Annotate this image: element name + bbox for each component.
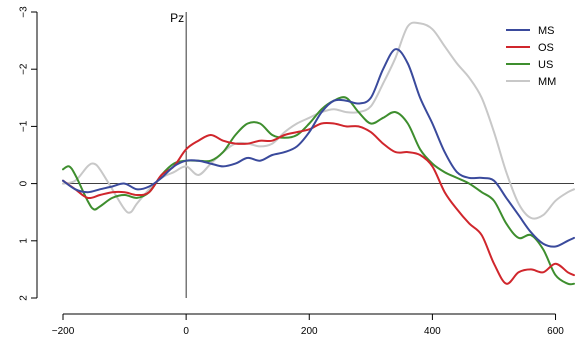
series-line-mm [62,21,575,220]
x-tick-label: 400 [424,326,441,337]
y-tick-label: −3 [19,6,30,18]
x-tick-label: −200 [52,326,75,337]
series-lines [62,21,575,286]
y-tick-label: 2 [19,295,30,301]
series-line-us [62,96,575,286]
x-tick-label: 200 [301,326,318,337]
series-line-ms [62,48,575,248]
reference-lines [63,12,574,298]
channel-label: Pz [170,11,184,25]
x-tick-label: 0 [183,326,189,337]
axes: −200 0 200 400 600 −3 −2 −1 0 1 2 [19,6,565,337]
x-tick-label: 600 [547,326,564,337]
legend-label: US [538,59,553,71]
legend-label: MS [538,25,555,37]
y-tick-label: −1 [19,120,30,132]
y-tick-label: 0 [19,180,30,186]
legend: MS OS US MM [506,25,556,88]
legend-label: OS [538,42,554,54]
series-line-os [62,121,575,285]
y-tick-label: −2 [19,63,30,75]
y-tick-label: 1 [19,238,30,244]
legend-label: MM [538,76,556,88]
